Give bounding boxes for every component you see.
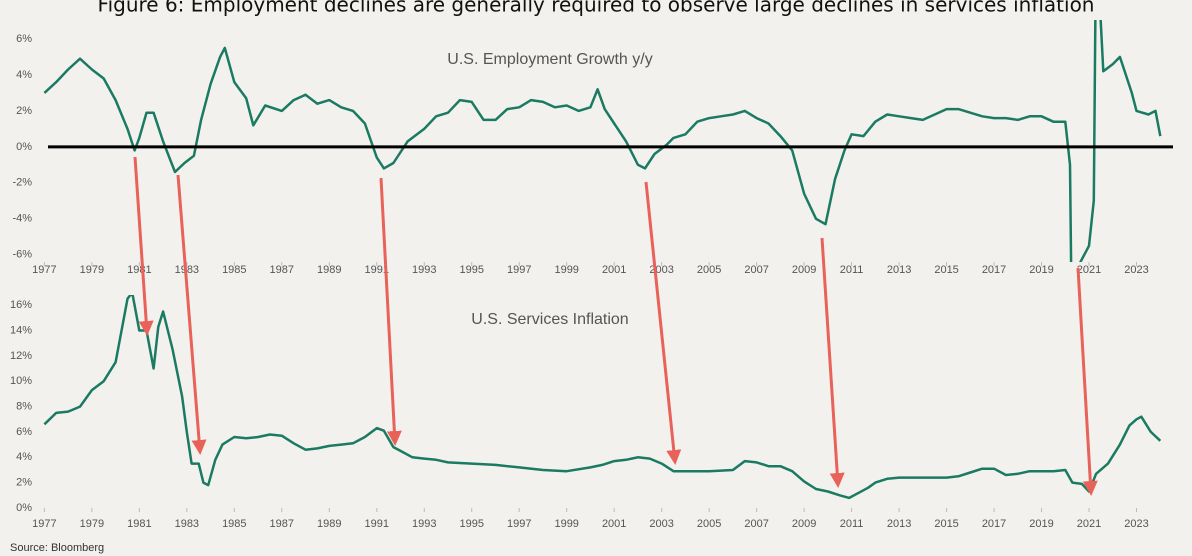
x-tick-label: 2013: [887, 518, 911, 530]
x-tick-label: 2007: [744, 518, 768, 530]
annotation: U.S. Employment Growth y/y: [447, 51, 652, 68]
arrow: [644, 181, 682, 465]
x-tick-label: 2017: [982, 264, 1006, 276]
x-tick-label: 1977: [32, 518, 56, 530]
y-tick-label: 12%: [10, 350, 32, 362]
x-tick-label: 2009: [792, 264, 816, 276]
x-tick-label: 2021: [1077, 264, 1101, 276]
x-tick-label: 2015: [934, 518, 958, 530]
x-tick-label: 1993: [412, 518, 436, 530]
x-tick-label: 1995: [459, 264, 483, 276]
x-tick-label: 2019: [1029, 264, 1053, 276]
x-tick-label: 2007: [744, 264, 768, 276]
plot-area: [43, 20, 1162, 262]
x-tick-label: 2003: [649, 518, 673, 530]
x-tick-label: 1985: [222, 264, 246, 276]
y-tick-label: 0%: [16, 141, 32, 153]
y-tick-label: 6%: [16, 33, 32, 45]
x-tick-label: 1977: [32, 264, 56, 276]
x-tick-label: 1997: [507, 518, 531, 530]
x-tick-label: 2001: [602, 518, 626, 530]
y-tick-label: -2%: [12, 177, 32, 189]
y-tick-label: 4%: [16, 69, 32, 81]
x-tick-label: 1999: [554, 264, 578, 276]
x-tick-label: 2023: [1124, 264, 1148, 276]
x-tick-label: 1987: [270, 518, 294, 530]
chart-title: Figure 6: Employment declines are genera…: [98, 0, 1095, 17]
y-tick-label: 16%: [10, 299, 32, 311]
arrow: [176, 174, 207, 455]
y-tick-label: 0%: [16, 502, 32, 514]
x-tick-label: 1979: [80, 264, 104, 276]
x-tick-label: 1985: [222, 518, 246, 530]
y-tick-label: -6%: [12, 249, 32, 261]
plots: -6% -4% -2% 0% 2% 4% 6% 1977 1979 1981 1983 1985 198…: [10, 20, 1173, 530]
x-tick-label: 1999: [554, 518, 578, 530]
x-tick-label: 1989: [317, 518, 341, 530]
y-tick-label: 14%: [10, 324, 32, 336]
arrows: [133, 156, 1098, 496]
annotation: U.S. Services Inflation: [471, 311, 628, 328]
y-tick-label: 10%: [10, 375, 32, 387]
arrow: [820, 237, 845, 488]
arrow: [1076, 267, 1098, 496]
series-line: [43, 295, 1162, 500]
x-tick-label: 2017: [982, 518, 1006, 530]
y-tick-label: 4%: [16, 451, 32, 463]
y-tick-label: 2%: [16, 105, 32, 117]
x-tick-label: 2019: [1029, 518, 1053, 530]
x-tick-label: 1981: [127, 264, 151, 276]
plot-area: [43, 295, 1162, 500]
y-tick-label: -4%: [12, 213, 32, 225]
x-tick-label: 1993: [412, 264, 436, 276]
x-tick-label: 1989: [317, 264, 341, 276]
x-tick-label: 1991: [365, 518, 389, 530]
y-tick-label: 6%: [16, 426, 32, 438]
series-line: [43, 20, 1162, 262]
x-tick-label: 2021: [1077, 518, 1101, 530]
x-tick-label: 2023: [1124, 518, 1148, 530]
y-tick-label: 2%: [16, 477, 32, 489]
x-tick-label: 2011: [840, 264, 864, 276]
x-tick-label: 1981: [127, 518, 151, 530]
x-tick-label: 2001: [602, 264, 626, 276]
x-tick-label: 1979: [80, 518, 104, 530]
x-tick-label: 1987: [270, 264, 294, 276]
arrow: [133, 156, 154, 336]
x-tick-label: 2013: [887, 264, 911, 276]
x-tick-label: 1991: [365, 264, 389, 276]
x-tick-label: 2015: [934, 264, 958, 276]
x-tick-label: 2005: [697, 518, 721, 530]
source: Source: Bloomberg: [10, 542, 104, 554]
x-tick-label: 2011: [840, 518, 864, 530]
x-tick-label: 2009: [792, 518, 816, 530]
x-tick-label: 1983: [175, 518, 199, 530]
x-tick-label: 1995: [459, 518, 483, 530]
x-tick-label: 2005: [697, 264, 721, 276]
arrow: [379, 177, 402, 446]
x-tick-label: 1997: [507, 264, 531, 276]
y-tick-label: 8%: [16, 400, 32, 412]
